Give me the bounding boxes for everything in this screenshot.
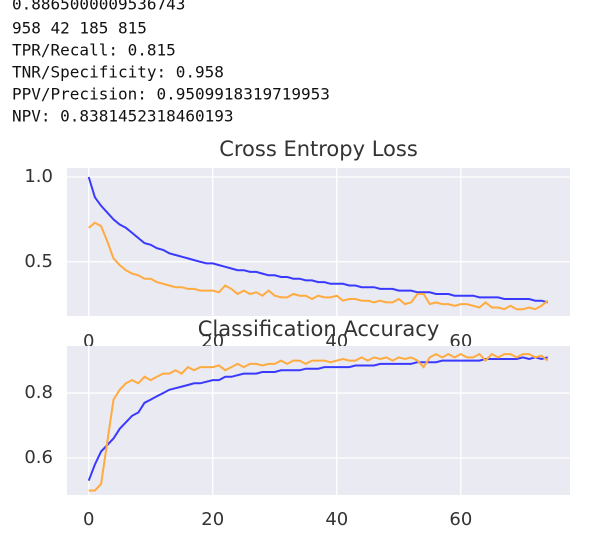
- x-tick-label: 0: [83, 509, 94, 530]
- series-line: [88, 221, 549, 311]
- x-tick-label: 60: [449, 509, 472, 530]
- x-tick-label: 20: [201, 509, 224, 530]
- chart-title: Cross Entropy Loss: [219, 137, 418, 161]
- output-line: PPV/Precision: 0.9509918319719953: [12, 85, 330, 104]
- output-line: TPR/Recall: 0.815: [12, 41, 176, 60]
- output-line: TNR/Specificity: 0.958: [12, 63, 224, 82]
- output-line: 958 42 185 815: [12, 19, 147, 38]
- plot-area: [67, 346, 570, 495]
- series-line: [87, 176, 548, 304]
- series-line: [87, 356, 548, 482]
- y-tick-label: 0.8: [24, 382, 53, 403]
- output-line: 0.8865000009536743: [12, 0, 185, 14]
- y-tick-label: 1.0: [24, 166, 53, 187]
- x-tick-label: 40: [325, 509, 348, 530]
- y-tick-label: 0.6: [24, 447, 53, 468]
- series-line: [88, 352, 549, 492]
- chart-title: Classification Accuracy: [198, 317, 440, 341]
- plot-area: [67, 168, 570, 316]
- y-tick-label: 0.5: [24, 251, 53, 272]
- output-line: NPV: 0.8381452318460193: [12, 107, 234, 126]
- x-tick-label: 0: [83, 331, 94, 352]
